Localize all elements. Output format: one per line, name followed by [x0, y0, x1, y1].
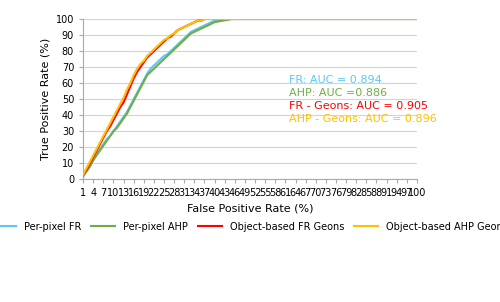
Text: AHP - Geons: AUC = 0.896: AHP - Geons: AUC = 0.896	[289, 114, 436, 124]
Legend: Per-pixel FR, Per-pixel AHP, Object-based FR Geons, Object-based AHP Geons: Per-pixel FR, Per-pixel AHP, Object-base…	[0, 218, 500, 235]
Text: AHP: AUC =0.886: AHP: AUC =0.886	[289, 88, 387, 98]
Text: FR - Geons: AUC = 0.905: FR - Geons: AUC = 0.905	[289, 101, 428, 111]
Y-axis label: True Positive Rate (%): True Positive Rate (%)	[40, 38, 50, 160]
X-axis label: False Positive Rate (%): False Positive Rate (%)	[187, 204, 313, 214]
Text: FR: AUC = 0.894: FR: AUC = 0.894	[289, 75, 382, 85]
